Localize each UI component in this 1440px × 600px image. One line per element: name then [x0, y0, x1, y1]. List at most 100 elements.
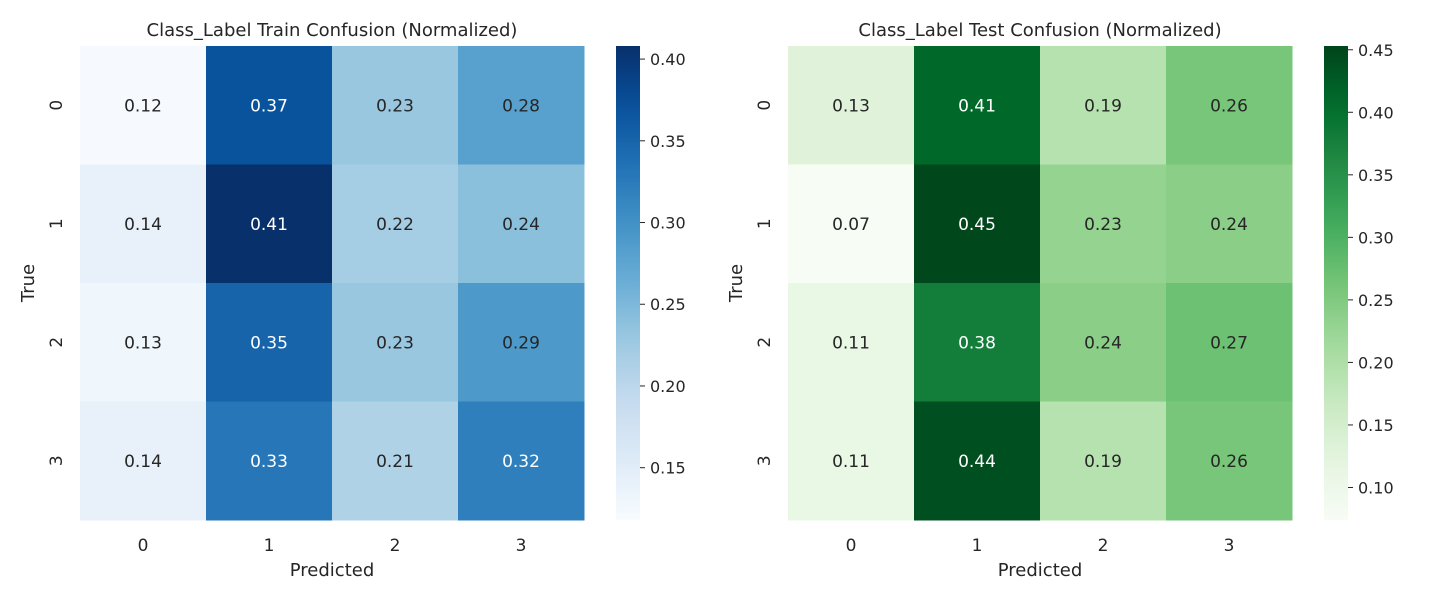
test-colorbar-tick-1: 0.15 [1358, 416, 1394, 435]
test-y-axis-label: True [726, 264, 747, 303]
test-cell-label-r2-c3: 0.27 [1210, 333, 1248, 353]
test-chart-title: Class_Label Test Confusion (Normalized) [858, 20, 1221, 41]
train-cell-label-r2-c2: 0.23 [376, 333, 414, 353]
train-cell-label-r3-c1: 0.33 [250, 452, 288, 472]
test-confusion-panel: Class_Label Test Confusion (Normalized) 0… [726, 20, 1394, 581]
train-chart-title: Class_Label Train Confusion (Normalized) [147, 20, 518, 41]
test-y-tick-0: 0 [755, 100, 775, 111]
test-cell-label-r2-c0: 0.11 [832, 333, 870, 353]
train-cell-label-r1-c2: 0.22 [376, 215, 414, 235]
test-cell-label-r2-c1: 0.38 [958, 333, 996, 353]
test-cell-label-r3-c0: 0.11 [832, 452, 870, 472]
train-cell-r1-c3 [458, 164, 585, 284]
train-cell-label-r0-c0: 0.12 [124, 96, 162, 116]
train-cell-r1-c2 [332, 164, 459, 284]
test-x-tick-2: 2 [1098, 536, 1109, 556]
test-cell-label-r2-c2: 0.24 [1084, 333, 1122, 353]
test-cell-r1-c1 [914, 164, 1041, 284]
train-cell-label-r1-c0: 0.14 [124, 215, 162, 235]
test-cell-label-r3-c2: 0.19 [1084, 452, 1122, 472]
train-y-tick-2: 2 [47, 337, 67, 348]
train-x-tick-0: 0 [138, 536, 149, 556]
test-y-tick-1: 1 [755, 218, 775, 229]
test-cell-label-r3-c3: 0.26 [1210, 452, 1248, 472]
train-y-tick-3: 3 [47, 455, 67, 466]
test-cell-r1-c3 [1166, 164, 1293, 284]
test-colorbar-tick-7: 0.45 [1358, 41, 1394, 60]
train-cell-label-r3-c3: 0.32 [502, 452, 540, 472]
train-cell-r0-c1 [206, 46, 333, 165]
train-colorbar-tick-0: 0.15 [650, 459, 686, 478]
test-cell-r0-c1 [914, 46, 1041, 165]
test-cell-r3-c1 [914, 401, 1041, 521]
train-colorbar-tick-3: 0.30 [650, 214, 686, 233]
test-cell-label-r1-c2: 0.23 [1084, 215, 1122, 235]
test-cell-label-r0-c0: 0.13 [832, 96, 870, 116]
train-cell-r0-c3 [458, 46, 585, 165]
train-y-axis-label: True [18, 264, 39, 303]
test-cell-r2-c1 [914, 283, 1041, 402]
test-x-tick-0: 0 [846, 536, 857, 556]
test-colorbar-tick-6: 0.40 [1358, 103, 1394, 122]
train-cell-r0-c2 [332, 46, 459, 165]
train-cell-label-r3-c2: 0.21 [376, 452, 414, 472]
test-cell-r3-c0 [788, 401, 915, 521]
test-x-axis-label: Predicted [998, 560, 1083, 581]
test-cell-r2-c2 [1040, 283, 1167, 402]
test-colorbar-tick-3: 0.25 [1358, 291, 1394, 310]
train-cell-r3-c0 [80, 401, 207, 521]
train-cell-r3-c2 [332, 401, 459, 521]
test-y-tick-2: 2 [755, 337, 775, 348]
train-x-tick-3: 3 [516, 536, 527, 556]
train-cell-r1-c0 [80, 164, 207, 284]
test-cell-r2-c0 [788, 283, 915, 402]
train-colorbar-tick-4: 0.35 [650, 132, 686, 151]
train-y-tick-0: 0 [47, 100, 67, 111]
train-cell-label-r2-c1: 0.35 [250, 333, 288, 353]
test-y-tick-3: 3 [755, 455, 775, 466]
train-colorbar-tick-1: 0.20 [650, 377, 686, 396]
test-colorbar [1324, 46, 1348, 520]
train-y-tick-1: 1 [47, 218, 67, 229]
test-cell-r0-c0 [788, 46, 915, 165]
test-colorbar-tick-0: 0.10 [1358, 478, 1394, 497]
train-cell-r2-c0 [80, 283, 207, 402]
train-cell-r2-c3 [458, 283, 585, 402]
train-cell-label-r0-c2: 0.23 [376, 96, 414, 116]
train-confusion-panel: Class_Label Train Confusion (Normalized)… [18, 20, 686, 581]
train-colorbar-tick-5: 0.40 [650, 50, 686, 69]
test-cell-r0-c3 [1166, 46, 1293, 165]
test-colorbar-tick-2: 0.20 [1358, 353, 1394, 372]
train-cell-r0-c0 [80, 46, 207, 165]
train-colorbar-tick-2: 0.25 [650, 295, 686, 314]
train-cell-label-r1-c1: 0.41 [250, 215, 288, 235]
train-cell-r3-c3 [458, 401, 585, 521]
train-cell-r2-c1 [206, 283, 333, 402]
train-x-axis-label: Predicted [290, 560, 375, 581]
train-cell-label-r2-c3: 0.29 [502, 333, 540, 353]
train-cell-r3-c1 [206, 401, 333, 521]
test-cell-label-r1-c3: 0.24 [1210, 215, 1248, 235]
test-cell-label-r3-c1: 0.44 [958, 452, 996, 472]
test-cell-label-r1-c1: 0.45 [958, 215, 996, 235]
test-cell-label-r0-c2: 0.19 [1084, 96, 1122, 116]
train-x-tick-1: 1 [264, 536, 275, 556]
test-colorbar-tick-5: 0.35 [1358, 166, 1394, 185]
train-colorbar [616, 46, 640, 520]
train-cell-label-r0-c3: 0.28 [502, 96, 540, 116]
train-cell-r1-c1 [206, 164, 333, 284]
test-cell-label-r0-c1: 0.41 [958, 96, 996, 116]
test-cell-r1-c0 [788, 164, 915, 284]
train-cell-label-r3-c0: 0.14 [124, 452, 162, 472]
test-x-tick-3: 3 [1224, 536, 1235, 556]
train-cell-label-r0-c1: 0.37 [250, 96, 288, 116]
test-cell-label-r1-c0: 0.07 [832, 215, 870, 235]
test-cell-label-r0-c3: 0.26 [1210, 96, 1248, 116]
test-cell-r0-c2 [1040, 46, 1167, 165]
train-cell-r2-c2 [332, 283, 459, 402]
train-x-tick-2: 2 [390, 536, 401, 556]
test-x-tick-1: 1 [972, 536, 983, 556]
test-cell-r2-c3 [1166, 283, 1293, 402]
train-cell-label-r2-c0: 0.13 [124, 333, 162, 353]
